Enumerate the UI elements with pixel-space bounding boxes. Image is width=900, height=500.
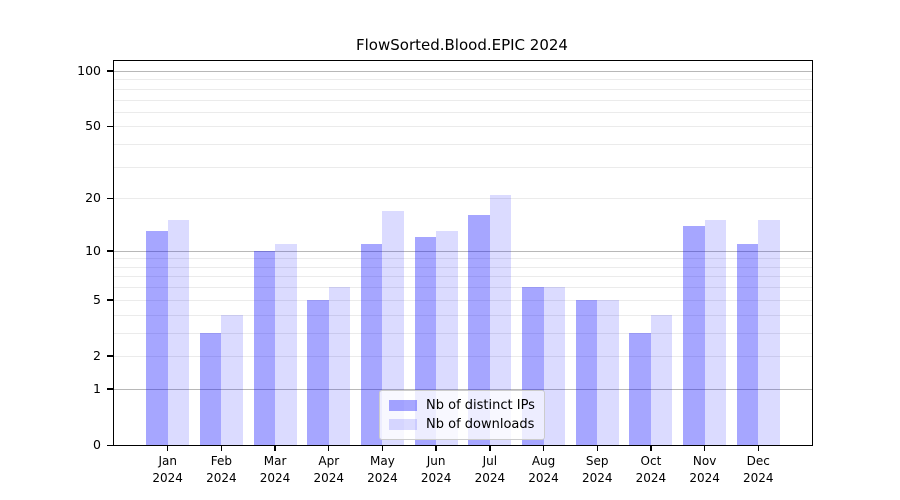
x-axis-tick-label: May 2024 — [367, 454, 398, 485]
x-axis-tick — [757, 445, 759, 451]
y-axis-tick-label: 10 — [85, 242, 101, 258]
y-axis-tick — [107, 250, 114, 252]
legend-label-distinct-ips: Nb of distinct IPs — [426, 398, 535, 413]
y-axis-tick-label: 100 — [77, 62, 101, 78]
x-axis-tick — [435, 445, 437, 451]
x-axis-tick-label: Jun 2024 — [420, 454, 452, 485]
bar-downloads-nov — [704, 220, 727, 445]
gridline-minor — [114, 99, 812, 101]
gridline-major — [114, 250, 812, 252]
bar-downloads-sep — [597, 299, 619, 445]
x-axis-tick-label: Mar 2024 — [259, 454, 291, 485]
x-axis-tick — [703, 445, 706, 451]
gridline-minor — [114, 258, 812, 260]
x-axis-tick — [220, 445, 223, 451]
x-axis-tick — [166, 445, 169, 451]
x-axis-tick-label: Feb 2024 — [206, 454, 237, 485]
bar-downloads-dec — [758, 220, 780, 445]
y-axis-tick-label: 1 — [93, 380, 101, 396]
gridline-minor — [114, 79, 812, 81]
legend: Nb of distinct IPs Nb of downloads — [379, 390, 545, 440]
gridline-minor — [114, 166, 812, 168]
x-axis-tick-label: Jan 2024 — [152, 454, 183, 485]
gridline-minor — [114, 355, 812, 357]
bar-downloads-apr — [328, 287, 351, 445]
legend-swatch-downloads — [389, 419, 417, 430]
x-axis-tick — [489, 445, 491, 451]
x-axis-tick-label: Nov 2024 — [689, 454, 720, 485]
y-axis-tick-label: 50 — [85, 118, 101, 134]
gridline-minor — [114, 287, 812, 289]
y-axis-tick-label: 2 — [93, 347, 101, 363]
bar-downloads-oct — [650, 314, 673, 445]
y-axis-tick — [107, 388, 114, 390]
y-axis-tick — [107, 444, 114, 446]
gridline-minor — [114, 266, 812, 268]
y-axis-tick — [107, 70, 114, 72]
x-axis-tick-label: Sep 2024 — [581, 454, 613, 485]
y-axis-tick-label: 5 — [93, 291, 101, 307]
bar-downloads-feb — [221, 314, 243, 445]
bar-distinct-ips-mar — [253, 250, 276, 445]
y-axis-tick — [107, 299, 114, 301]
x-axis-tick — [650, 445, 652, 451]
bar-distinct-ips-oct — [629, 332, 651, 445]
gridline-major — [114, 70, 812, 72]
bar-distinct-ips-nov — [683, 225, 705, 445]
x-axis-tick — [328, 445, 330, 451]
bar-distinct-ips-feb — [199, 332, 222, 445]
bar-downloads-jul — [489, 194, 512, 445]
bar-distinct-ips-sep — [575, 299, 598, 445]
y-axis-tick — [107, 125, 114, 128]
gridline-minor — [114, 314, 812, 316]
gridline-minor — [114, 276, 812, 278]
gridline-major — [114, 388, 812, 390]
x-axis-tick — [274, 445, 276, 451]
y-axis-tick — [107, 197, 114, 200]
gridline-minor — [114, 88, 812, 90]
gridline-minor — [114, 299, 812, 301]
bar-downloads-jan — [167, 220, 190, 445]
y-axis-tick — [107, 355, 114, 357]
gridline-minor — [114, 111, 812, 113]
bar-downloads-aug — [543, 287, 566, 445]
x-axis-tick-label: Jul 2024 — [474, 454, 506, 485]
legend-label-downloads: Nb of downloads — [426, 417, 535, 432]
legend-swatch-distinct-ips — [389, 400, 417, 411]
bar-distinct-ips-may — [360, 243, 383, 445]
y-axis-tick-label: 20 — [85, 190, 101, 206]
legend-item-downloads: Nb of downloads — [389, 417, 535, 432]
bar-downloads-may — [382, 210, 404, 445]
x-axis-tick-label: Dec 2024 — [743, 454, 774, 485]
plot-area: Nb of distinct IPs Nb of downloads 0 1 2 5 1… — [77, 60, 813, 485]
x-axis-tick-label: Aug 2024 — [528, 454, 559, 485]
x-axis-tick-label: Apr 2024 — [313, 454, 345, 485]
x-axis-tick — [596, 445, 598, 451]
gridline-minor — [114, 198, 812, 200]
gridline-minor — [114, 144, 812, 146]
x-axis-tick — [542, 445, 545, 451]
bar-distinct-ips-jul — [468, 215, 490, 445]
chart-title: FlowSorted.Blood.EPIC 2024 — [356, 36, 568, 54]
gridline-minor — [114, 332, 812, 334]
legend-item-distinct-ips: Nb of distinct IPs — [389, 398, 535, 413]
x-axis-tick-label: Oct 2024 — [635, 454, 667, 485]
x-axis-tick — [381, 445, 384, 451]
gridline-minor — [114, 126, 812, 128]
y-axis-tick-label: 0 — [93, 437, 101, 452]
bar-distinct-ips-dec — [736, 243, 759, 445]
bar-distinct-ips-jan — [146, 231, 168, 445]
bar-downloads-mar — [275, 243, 297, 445]
bar-distinct-ips-apr — [307, 299, 329, 445]
